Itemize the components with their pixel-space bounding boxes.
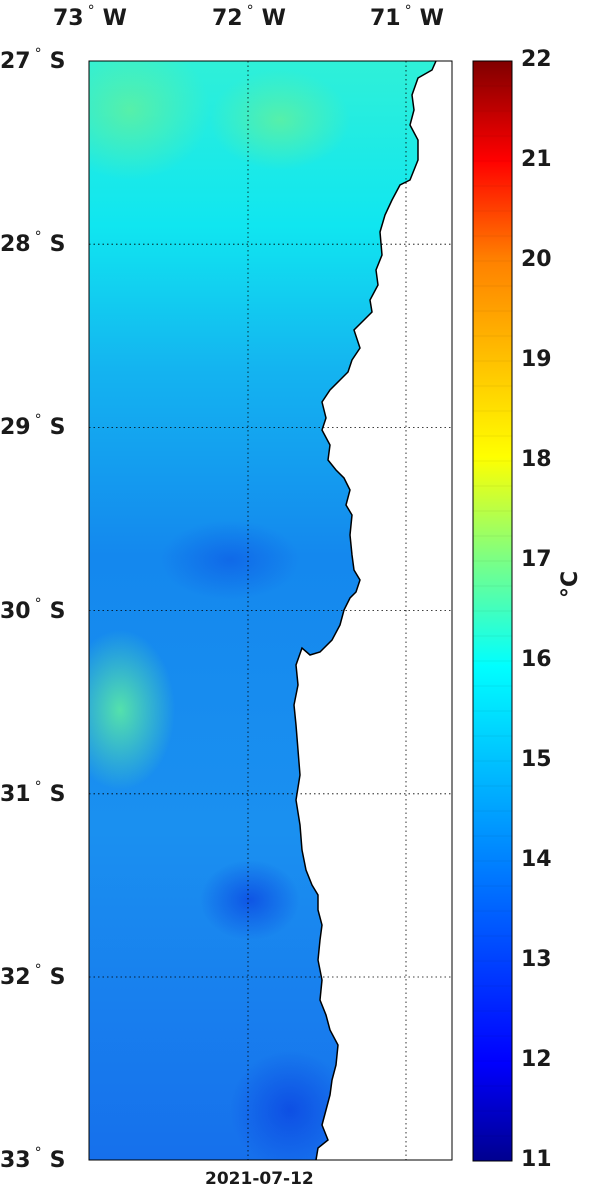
latitude-hemisphere: S [49, 415, 66, 441]
longitude-hemisphere: W [102, 6, 127, 31]
latitude-label: 27 ° S [0, 46, 66, 74]
degree-symbol: ° [34, 595, 42, 612]
latitude-label: 30 ° S [0, 595, 66, 624]
unit-label: °C [558, 570, 583, 598]
latitude-label: 31 ° S [0, 778, 66, 807]
latitude-value: 30 [0, 598, 31, 624]
colorbar-tick-label: 21 [521, 147, 552, 172]
latitude-hemisphere: S [49, 781, 66, 807]
colorbar-tick-label: 11 [521, 1147, 552, 1172]
longitude-value: 73 [53, 6, 84, 31]
colorbar-ramp [473, 61, 512, 1161]
latitude-hemisphere: S [49, 232, 66, 258]
longitude-label: 73 ° W [53, 3, 127, 31]
longitude-hemisphere: W [261, 6, 286, 31]
latitude-value: 28 [0, 232, 31, 258]
map-frame [88, 60, 453, 1161]
degree-symbol: ° [404, 3, 412, 19]
colorbar-frame [472, 60, 513, 1162]
colorbar-tick-label: 15 [521, 747, 552, 772]
longitude-value: 71 [370, 6, 401, 31]
latitude-label: 29 ° S [0, 412, 66, 441]
graticule [89, 61, 452, 1160]
latitude-label: 33 ° S [0, 1145, 66, 1174]
latitude-hemisphere: S [49, 1148, 66, 1174]
longitude-label: 71 ° W [370, 3, 444, 31]
colorbar-tick-label: 17 [521, 547, 552, 572]
date-label: 2021-07-12 [205, 1169, 314, 1189]
degree-symbol: ° [246, 3, 254, 19]
degree-symbol: ° [34, 1145, 42, 1162]
colorbar-unit: °C [558, 571, 583, 598]
longitude-hemisphere: W [419, 6, 444, 31]
degree-symbol: ° [34, 778, 42, 795]
colorbar-tick-label: 19 [521, 347, 552, 372]
latitude-hemisphere: S [49, 49, 66, 74]
degree-symbol: ° [34, 46, 42, 62]
latitude-value: 27 [0, 49, 31, 74]
colorbar-bands [473, 85, 512, 1137]
latitude-value: 29 [0, 415, 31, 441]
colorbar-tick-label: 20 [521, 247, 552, 272]
coastline [293, 60, 437, 1161]
latitude-value: 31 [0, 781, 31, 807]
colorbar-tick-label: 12 [521, 1047, 552, 1072]
latitude-hemisphere: S [49, 965, 66, 990]
latitude-value: 32 [0, 965, 31, 990]
latitude-hemisphere: S [49, 598, 66, 624]
degree-symbol: ° [87, 3, 95, 19]
colorbar-tick-label: 18 [521, 447, 552, 472]
latitude-label: 28 ° S [0, 229, 66, 258]
colorbar-tick-label: 16 [521, 647, 552, 672]
colorbar-tick-label: 22 [521, 47, 552, 72]
latitude-value: 33 [0, 1148, 31, 1174]
colorbar-tick-label: 14 [521, 847, 552, 872]
colorbar-tick-label: 13 [521, 947, 552, 972]
longitude-label: 72 ° W [212, 3, 286, 31]
degree-symbol: ° [34, 229, 42, 246]
degree-symbol: ° [34, 412, 42, 429]
degree-symbol: ° [34, 962, 42, 978]
longitude-value: 72 [212, 6, 243, 31]
latitude-label: 32 ° S [0, 962, 66, 990]
